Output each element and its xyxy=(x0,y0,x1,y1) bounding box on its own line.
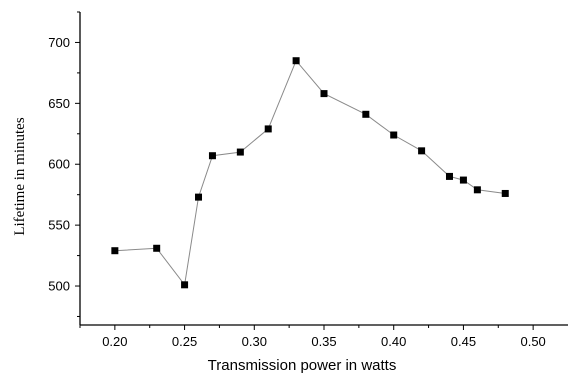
y-tick-label: 500 xyxy=(48,279,70,294)
series-group xyxy=(111,57,509,289)
data-point-marker xyxy=(264,125,272,133)
y-ticks: 500 550 600 650 700 xyxy=(48,11,80,317)
data-point-marker xyxy=(111,247,119,255)
y-tick-label: 550 xyxy=(48,218,70,233)
x-tick-label: 0.20 xyxy=(102,334,127,349)
x-tick-label: 0.30 xyxy=(242,334,267,349)
data-point-marker xyxy=(473,186,481,194)
x-tick-label: 0.25 xyxy=(172,334,197,349)
data-point-marker xyxy=(153,244,161,252)
data-point-marker xyxy=(292,57,300,65)
data-point-marker xyxy=(501,189,509,197)
y-tick-label: 600 xyxy=(48,157,70,172)
x-tick-label: 0.45 xyxy=(451,334,476,349)
data-point-marker xyxy=(445,172,453,180)
data-point-marker xyxy=(320,90,328,98)
x-tick-label: 0.50 xyxy=(520,334,545,349)
y-tick-label: 650 xyxy=(48,96,70,111)
x-axis-label: Transmission power in watts xyxy=(208,357,397,373)
data-point-marker xyxy=(236,148,244,156)
y-tick-label: 700 xyxy=(48,35,70,50)
y-axis-label: Lifetime in minutes xyxy=(12,117,28,235)
data-point-marker xyxy=(181,281,189,289)
x-tick-label: 0.35 xyxy=(311,334,336,349)
data-point-marker xyxy=(195,193,203,201)
axes xyxy=(79,12,568,326)
data-point-marker xyxy=(459,176,467,184)
data-point-marker xyxy=(418,147,426,155)
data-point-marker xyxy=(362,110,370,118)
data-point-marker xyxy=(208,152,216,160)
x-tick-label: 0.40 xyxy=(381,334,406,349)
series-line xyxy=(114,59,506,287)
data-point-marker xyxy=(390,131,398,139)
x-ticks: 0.20 0.25 0.30 0.35 0.40 0.45 0.50 xyxy=(79,325,546,349)
